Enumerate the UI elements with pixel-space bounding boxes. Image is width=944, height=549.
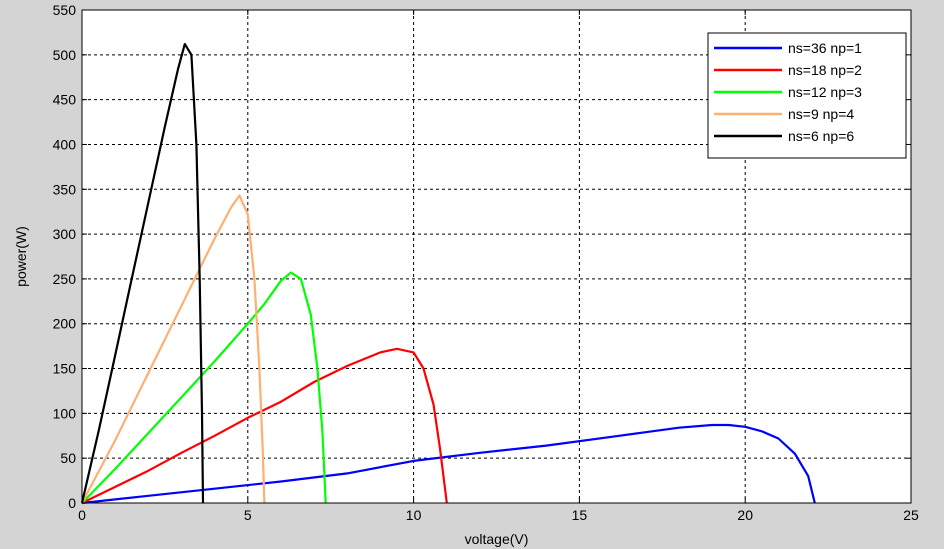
y-tick-label: 300 xyxy=(53,226,77,242)
x-tick-label: 10 xyxy=(406,507,422,523)
legend-label-2: ns=18 np=2 xyxy=(788,62,862,78)
legend-label-4: ns=9 np=4 xyxy=(788,106,854,122)
legend-label-1: ns=36 np=1 xyxy=(788,40,862,56)
ticks: 0 5 10 15 20 25050100150200250300350400450500… xyxy=(53,2,919,523)
y-tick-label: 500 xyxy=(53,47,77,63)
x-tick-label: 20 xyxy=(737,507,753,523)
x-tick-label: 15 xyxy=(572,507,588,523)
x-tick-label: 5 xyxy=(244,507,252,523)
legend: ns=36 np=1 ns=18 np=2 ns=12 np=3 ns=9 np=4 n… xyxy=(707,32,907,159)
y-tick-label: 150 xyxy=(53,361,77,377)
y-tick-label: 250 xyxy=(53,271,77,287)
series-line-4 xyxy=(81,194,266,504)
y-tick-label: 450 xyxy=(53,92,77,108)
axes-frame xyxy=(81,9,912,504)
y-axis-label: power(W) xyxy=(13,226,29,287)
y-tick-label: 550 xyxy=(53,2,77,18)
legend-label-5: ns=6 np=6 xyxy=(788,128,854,144)
series-lines xyxy=(80,42,816,505)
x-tick-label: 25 xyxy=(903,507,919,523)
legend-label-3: ns=12 np=3 xyxy=(788,84,862,100)
y-tick-label: 100 xyxy=(53,405,77,421)
y-tick-label: 350 xyxy=(53,181,77,197)
y-tick-label: 50 xyxy=(60,450,76,466)
series-line-5 xyxy=(80,42,205,504)
series-line-2 xyxy=(81,347,448,504)
y-tick-label: 400 xyxy=(53,136,77,152)
series-line-1 xyxy=(81,423,816,505)
x-axis-label: voltage(V) xyxy=(465,531,529,547)
series-line-3 xyxy=(81,271,327,504)
y-tick-label: 200 xyxy=(53,316,77,332)
x-tick-label: 0 xyxy=(78,507,86,523)
y-tick-label: 0 xyxy=(68,495,76,511)
